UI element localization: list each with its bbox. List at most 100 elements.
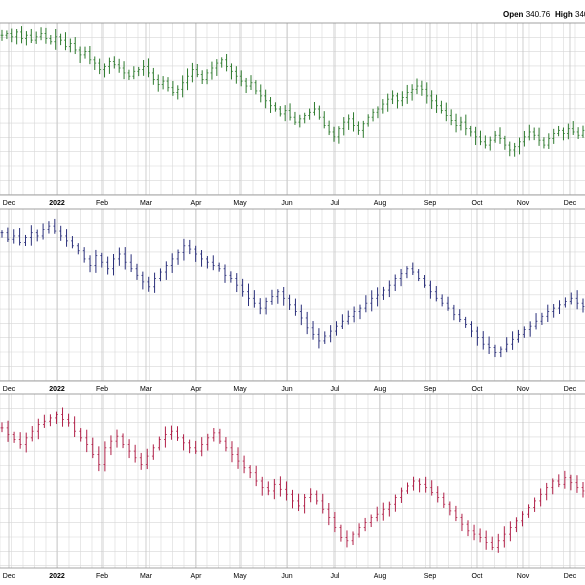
ohlc-bar [258, 298, 262, 315]
panel-2-bars [0, 218, 585, 358]
ohlc-bar [0, 422, 4, 433]
ohlc-bar [340, 314, 344, 330]
ohlc-bar [49, 35, 53, 45]
x-tick-label: Jun [281, 573, 292, 580]
ohlc-bar [93, 56, 97, 70]
ohlc-bar [79, 428, 83, 442]
ohlc-bar [264, 297, 268, 315]
ohlc-bar [159, 268, 162, 282]
ohlc-bar [474, 126, 477, 146]
x-tick-label: Sep [424, 573, 437, 580]
x-tick-label: 2022 [49, 573, 65, 580]
ohlc-bar [182, 434, 185, 451]
ohlc-bar [410, 84, 414, 101]
ohlc-bar [440, 294, 444, 307]
ohlc-bar [188, 439, 192, 454]
ohlc-bar [88, 255, 92, 273]
ohlc-bar [376, 287, 379, 307]
ohlc-bar [157, 436, 161, 451]
ohlc-bar [129, 254, 133, 273]
ohlc-bar [297, 493, 300, 512]
ohlc-bar [206, 433, 210, 451]
ohlc-bar [147, 58, 150, 78]
ohlc-bar [117, 247, 121, 266]
ohlc-bar [127, 69, 131, 80]
ohlc-bar [36, 418, 40, 440]
ohlc-bar [563, 470, 567, 489]
ohlc-bar [508, 521, 512, 542]
ohlc-bar [139, 452, 143, 470]
ohlc-bar [35, 229, 39, 242]
ohlc-bar [278, 106, 282, 117]
panel-3-grid [0, 393, 585, 568]
open-label: Open [503, 10, 524, 19]
ohlc-bar [64, 32, 67, 51]
ohlc-bar [67, 413, 70, 427]
ohlc-bar [41, 223, 45, 240]
chart-panel-1: Dec 2022 Feb Mar Apr May Jun Jul Aug Sep Oct Nov Dec [0, 22, 585, 207]
ohlc-bar [47, 221, 51, 234]
ohlc-bar [115, 429, 119, 448]
ohlc-bar [575, 475, 579, 493]
x-tick-label: Apr [191, 386, 203, 393]
ohlc-bar [244, 77, 248, 94]
ohlc-bar [10, 28, 14, 43]
ohlc-bar [241, 278, 245, 297]
ohlc-bar [6, 420, 10, 442]
ohlc-bar [236, 447, 240, 469]
ohlc-bar [547, 133, 551, 149]
ohlc-bar [212, 428, 216, 442]
ohlc-bar [108, 57, 111, 74]
ohlc-bar [420, 80, 424, 96]
ohlc-bar [303, 493, 307, 514]
ohlc-bar [254, 465, 258, 487]
ohlc-bar [276, 289, 280, 304]
panel-3-bars [0, 407, 585, 553]
ohlc-bar [458, 309, 462, 323]
ohlc-bar [170, 425, 173, 440]
ohlc-bar [327, 120, 331, 136]
ohlc-bar [298, 114, 302, 128]
ohlc-bar [351, 531, 355, 546]
ohlc-bar [503, 135, 507, 150]
ohlc-bar [29, 225, 33, 246]
x-tick-label: Jul [331, 200, 340, 207]
ohlc-bar [363, 517, 367, 532]
ohlc-bar [581, 481, 585, 498]
ohlc-bar [200, 250, 203, 267]
ohlc-bar [327, 503, 331, 526]
x-tick-label: May [233, 386, 247, 393]
ohlc-bar [194, 245, 198, 262]
ohlc-bar [85, 429, 89, 453]
ohlc-bar [542, 137, 546, 149]
ohlc-bar [141, 271, 145, 290]
ohlc-bar [532, 127, 536, 141]
ohlc-bar [18, 432, 22, 449]
ohlc-bar [528, 321, 532, 337]
ohlc-bar [229, 271, 233, 283]
ohlc-bar [91, 437, 95, 459]
ohlc-bar [49, 414, 52, 427]
ohlc-bar [364, 295, 368, 313]
ohlc-bar [396, 92, 399, 109]
open-value: 340.76 [525, 10, 551, 19]
ohlc-bar [220, 57, 224, 68]
ohlc-bar [551, 478, 555, 495]
ohlc-bar [5, 30, 9, 40]
ohlc-bar [166, 77, 170, 92]
ohlc-bar [460, 513, 464, 532]
panel-1-grid [0, 22, 585, 195]
ohlc-bar [161, 76, 165, 90]
ohlc-bar [18, 228, 22, 246]
chart-header: Open 340.76 High 340 [0, 0, 585, 24]
ohlc-bar [464, 316, 468, 328]
x-tick-label: Nov [517, 386, 530, 393]
ohlc-bar [211, 255, 215, 271]
ohlc-bar [59, 33, 62, 46]
ohlc-bar [164, 261, 168, 280]
ohlc-bar [511, 331, 514, 350]
ohlc-bar [145, 448, 149, 470]
x-tick-label: Oct [472, 573, 483, 580]
ohlc-bar [322, 111, 326, 129]
